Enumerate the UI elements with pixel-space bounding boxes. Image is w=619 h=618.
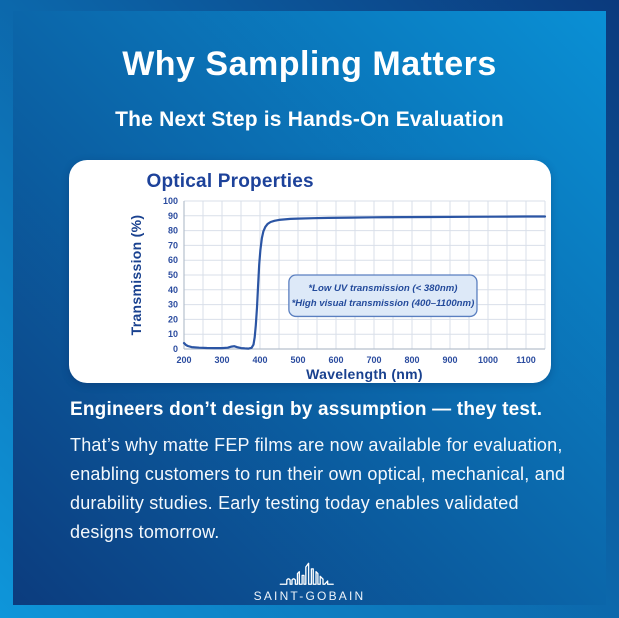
skyline-icon [279,562,334,585]
body-lead: Engineers don’t design by assumption — t… [70,399,543,420]
svg-text:*Low UV transmission (< 380nm): *Low UV transmission (< 380nm) [308,283,457,294]
svg-text:50: 50 [167,270,177,280]
svg-text:700: 700 [366,355,381,365]
page-subtitle: The Next Step is Hands-On Evaluation [115,108,504,131]
chart-card: Optical Properties 0 10 20 30 40 50 60 70 80 90 10… [68,160,551,383]
slide-panel: Why Sampling Matters The Next Step is Ha… [13,11,606,605]
svg-text:400: 400 [252,355,267,365]
svg-text:300: 300 [214,355,229,365]
svg-text:Wavelength (nm): Wavelength (nm) [306,366,423,382]
transmission-chart: 0 10 20 30 40 50 60 70 80 90 100 200 300 400 500 600 700… [128,196,546,382]
svg-text:800: 800 [404,355,419,365]
svg-text:Transmission (%): Transmission (%) [128,215,144,336]
page-title: Why Sampling Matters [122,45,497,83]
chart-title: Optical Properties [146,171,314,192]
svg-text:1000: 1000 [477,355,497,365]
svg-text:900: 900 [442,355,457,365]
svg-text:30: 30 [167,300,177,310]
svg-text:70: 70 [167,240,177,250]
svg-text:10: 10 [167,329,177,339]
brand-name: SAINT-GOBAIN [253,588,366,603]
body-paragraph: That’s why matte FEP films are now avail… [70,435,566,543]
svg-text:100: 100 [162,196,177,206]
svg-text:*High visual transmission (400: *High visual transmission (400–1100nm) [291,298,474,309]
saint-gobain-logo: SAINT-GOBAIN [13,561,606,603]
svg-text:40: 40 [167,285,177,295]
svg-text:90: 90 [167,211,177,221]
svg-text:600: 600 [328,355,343,365]
svg-text:80: 80 [167,226,177,236]
svg-text:20: 20 [167,314,177,324]
svg-text:200: 200 [176,355,191,365]
svg-text:0: 0 [172,344,177,354]
svg-text:60: 60 [167,255,177,265]
svg-text:500: 500 [290,355,305,365]
svg-text:1100: 1100 [516,355,536,365]
